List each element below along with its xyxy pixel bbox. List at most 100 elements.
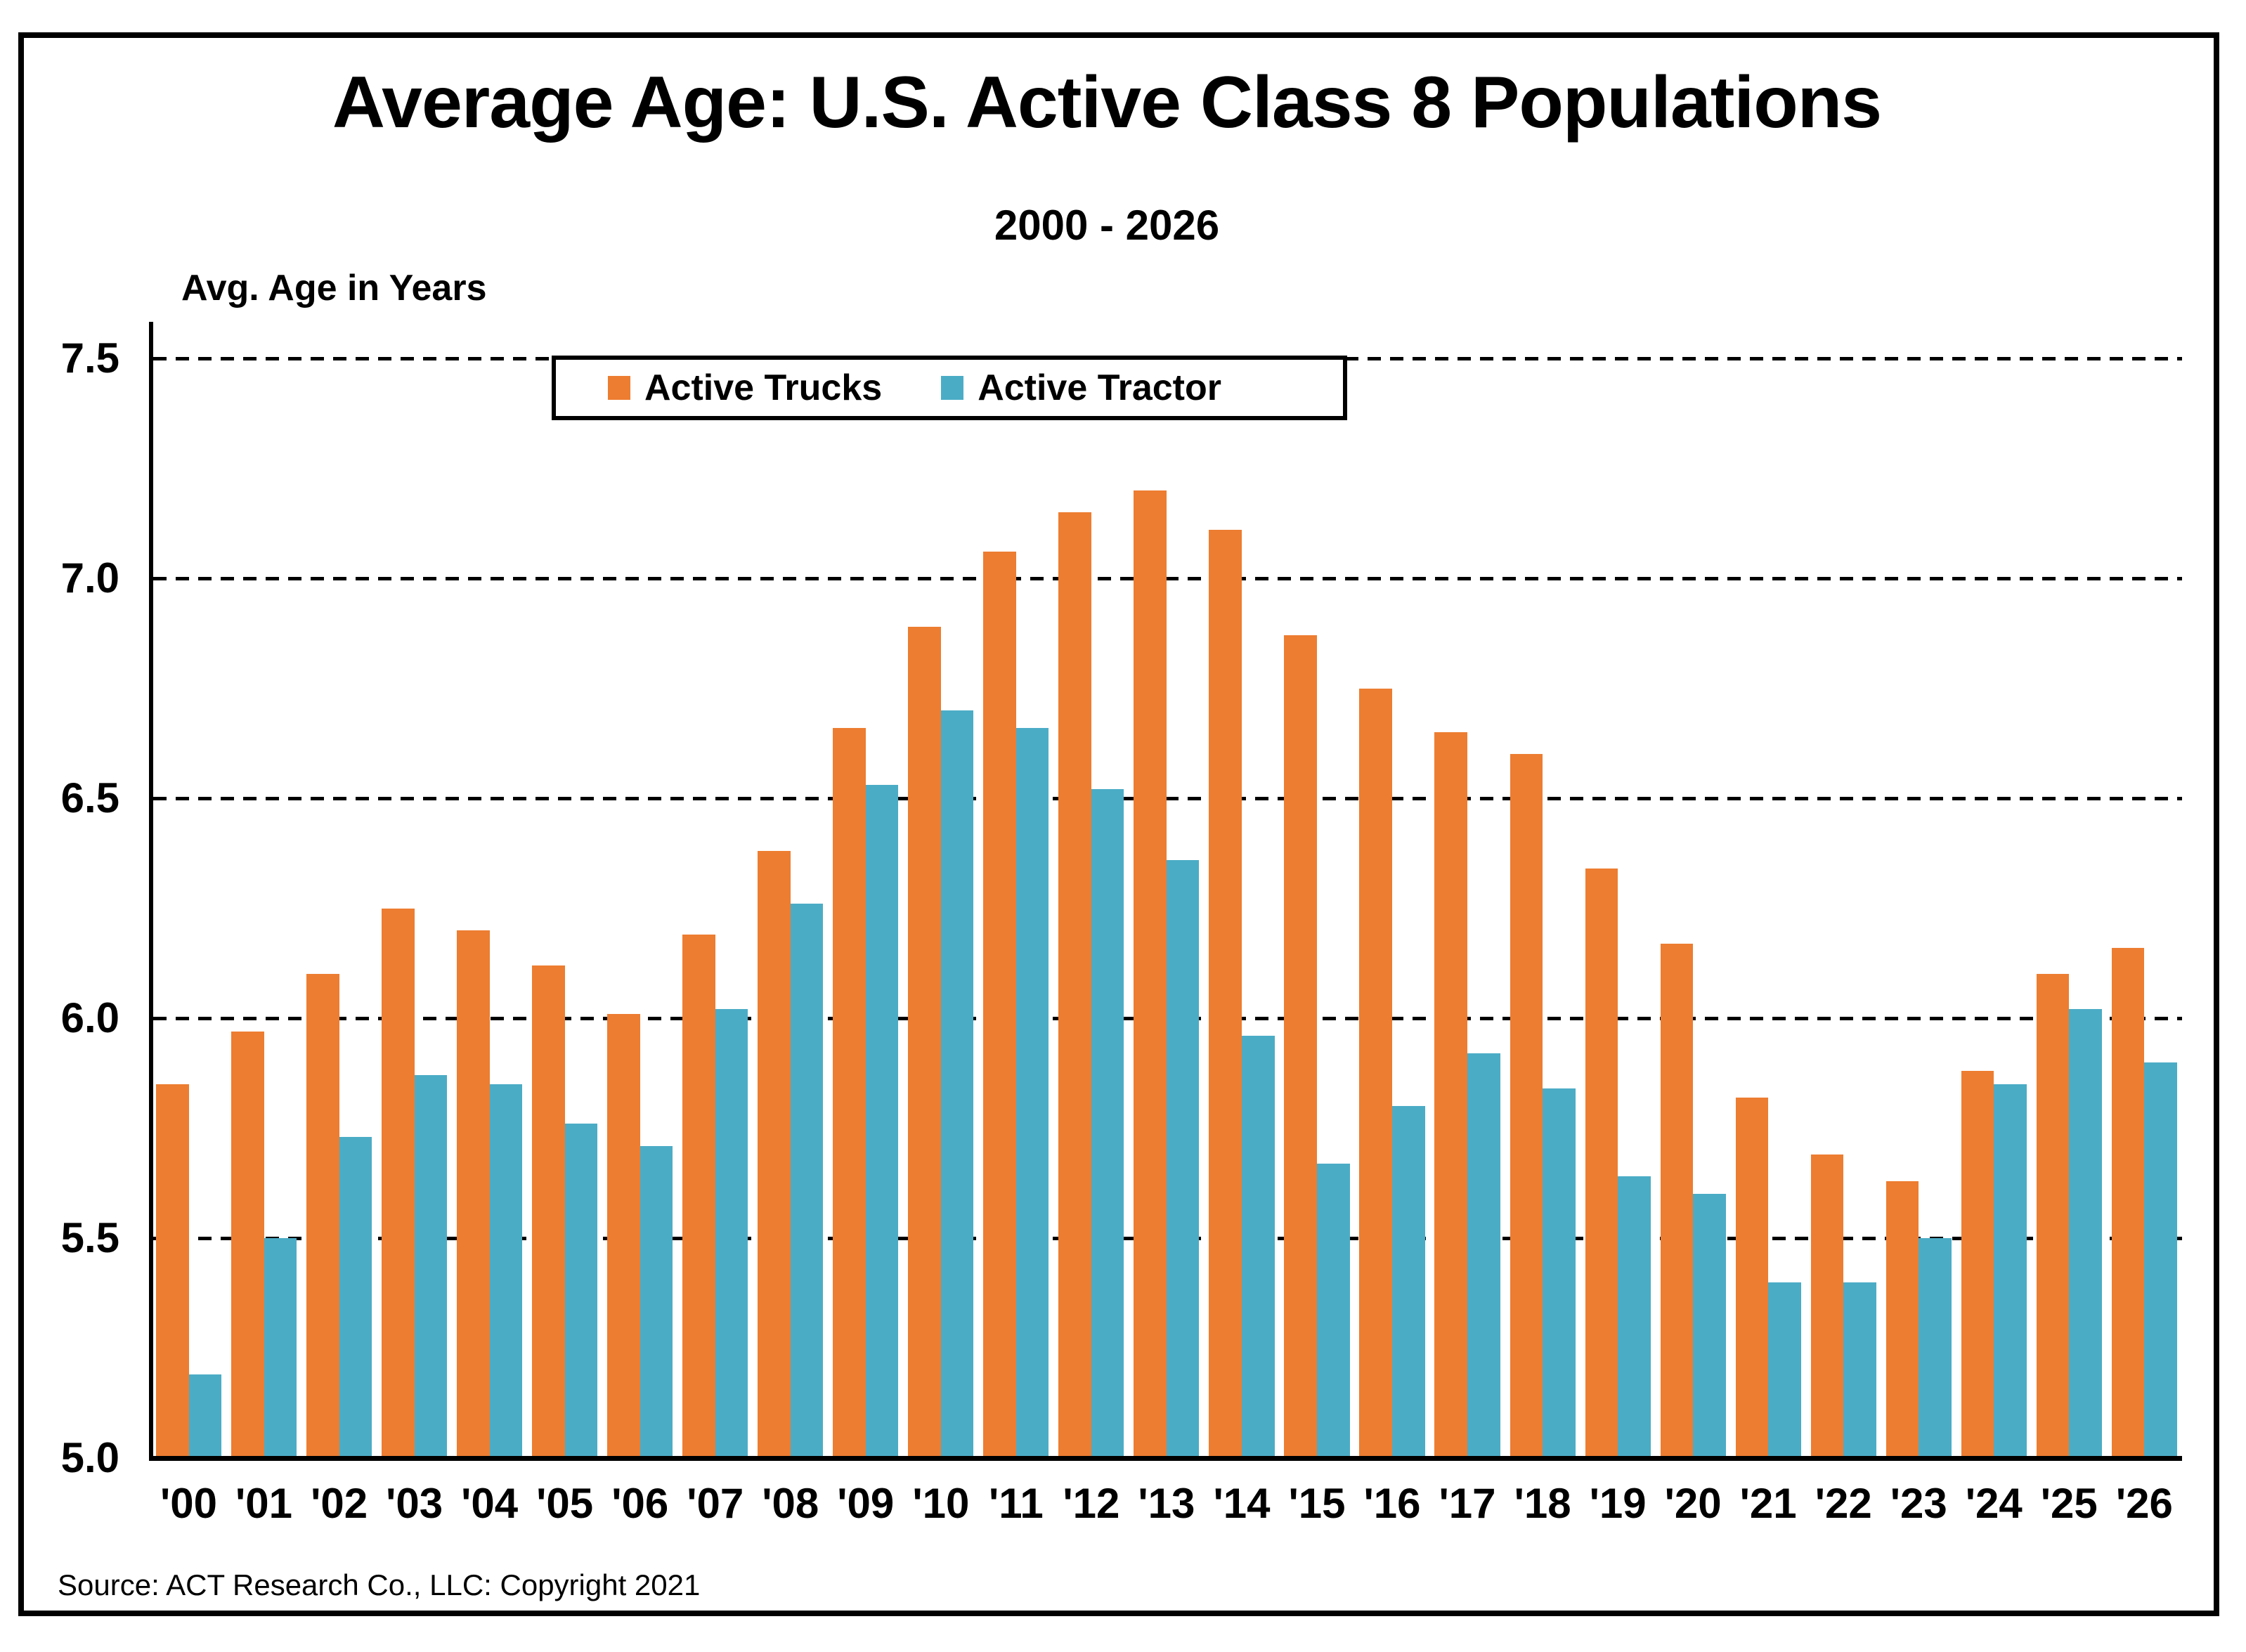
x-tick-label-21: '21: [1739, 1480, 1797, 1527]
chart-subtitle: 2000 - 2026: [994, 202, 1220, 249]
bar-tractor-17: [1467, 1053, 1500, 1458]
bar-trucks-01: [231, 1031, 264, 1458]
bar-group-12: [1053, 358, 1129, 1458]
bar-trucks-11: [983, 552, 1016, 1458]
bar-trucks-15: [1284, 635, 1317, 1458]
bar-tractor-06: [640, 1145, 673, 1458]
bar-tractor-16: [1392, 1106, 1425, 1458]
bar-group-06: [602, 358, 677, 1458]
bar-trucks-10: [908, 626, 941, 1458]
x-tick-label-22: '22: [1815, 1480, 1872, 1527]
legend-label: Active Trucks: [644, 368, 883, 408]
bar-group-17: [1430, 358, 1505, 1458]
x-tick-label-01: '01: [235, 1480, 293, 1527]
bar-group-04: [452, 358, 527, 1458]
x-axis-line: [149, 1456, 2182, 1461]
bar-tractor-15: [1316, 1163, 1350, 1458]
legend-entry-active-tractor: Active Tractor: [941, 367, 1221, 409]
bar-trucks-09: [833, 727, 866, 1458]
bar-trucks-12: [1058, 512, 1091, 1458]
bar-tractor-07: [715, 1009, 748, 1458]
bar-tractor-22: [1843, 1282, 1876, 1458]
x-tick-label-17: '17: [1439, 1480, 1496, 1527]
x-tick-label-15: '15: [1288, 1480, 1346, 1527]
bar-group-11: [978, 358, 1053, 1458]
legend-entry-active-trucks: Active Trucks: [608, 367, 882, 409]
x-tick-label-05: '05: [536, 1480, 594, 1527]
bar-trucks-03: [382, 908, 415, 1458]
x-tick-label-20: '20: [1664, 1480, 1722, 1527]
x-axis-tick-labels: '00 '01 '02 '03 '04 '05 '06 '07 '08 '09 '10 '11 '12 '…: [151, 1479, 2182, 1528]
bar-trucks-25: [2036, 974, 2070, 1458]
y-tick-label-6.5: 6.5: [60, 774, 119, 821]
x-tick-label-25: '25: [2040, 1480, 2098, 1527]
chart-title: Average Age: U.S. Active Class 8 Populat…: [332, 62, 1882, 143]
bar-tractor-14: [1241, 1036, 1275, 1458]
bar-group-05: [527, 358, 602, 1458]
bar-group-26: [2107, 358, 2182, 1458]
bar-tractor-18: [1543, 1088, 1576, 1458]
x-tick-label-09: '09: [837, 1480, 895, 1527]
bar-trucks-13: [1134, 490, 1167, 1458]
bar-group-07: [677, 358, 753, 1458]
y-axis-title: Avg. Age in Years: [181, 268, 487, 308]
bar-group-21: [1731, 358, 1806, 1458]
bar-trucks-06: [607, 1013, 640, 1458]
bar-trucks-14: [1209, 530, 1242, 1458]
bar-trucks-22: [1810, 1155, 1844, 1458]
x-tick-label-10: '10: [912, 1480, 970, 1527]
bar-tractor-20: [1693, 1194, 1726, 1458]
y-tick-label-6.0: 6.0: [60, 994, 119, 1041]
x-tick-label-26: '26: [2115, 1480, 2173, 1527]
x-tick-label-04: '04: [461, 1480, 519, 1527]
bar-group-15: [1279, 358, 1354, 1458]
bar-group-01: [226, 358, 301, 1458]
bar-group-14: [1204, 358, 1279, 1458]
bar-tractor-05: [564, 1124, 598, 1458]
bar-trucks-04: [457, 930, 490, 1458]
bar-trucks-19: [1585, 869, 1618, 1458]
bar-tractor-24: [1994, 1084, 2027, 1458]
bar-tractor-10: [940, 710, 974, 1458]
x-tick-label-02: '02: [311, 1480, 368, 1527]
bar-tractor-02: [339, 1137, 372, 1458]
bar-trucks-08: [758, 851, 791, 1458]
x-tick-label-03: '03: [386, 1480, 443, 1527]
y-tick-label-5.5: 5.5: [60, 1214, 119, 1261]
bar-trucks-23: [1885, 1181, 1919, 1458]
bar-group-02: [301, 358, 377, 1458]
bar-tractor-11: [1015, 727, 1049, 1458]
bar-tractor-03: [414, 1075, 448, 1458]
bar-trucks-21: [1735, 1097, 1769, 1458]
x-tick-label-14: '14: [1213, 1480, 1271, 1527]
bar-tractor-01: [264, 1238, 297, 1458]
bar-group-16: [1355, 358, 1430, 1458]
x-tick-label-16: '16: [1363, 1480, 1421, 1527]
y-tick-label-7.5: 7.5: [60, 334, 119, 382]
x-tick-label-18: '18: [1514, 1480, 1571, 1527]
bar-tractor-08: [790, 904, 824, 1458]
bar-trucks-05: [532, 965, 565, 1458]
x-tick-label-23: '23: [1890, 1480, 1947, 1527]
bar-group-00: [151, 358, 226, 1458]
bar-tractor-09: [865, 785, 899, 1458]
bar-group-18: [1505, 358, 1580, 1458]
x-tick-label-11: '11: [989, 1480, 1044, 1527]
legend-swatch-icon: [941, 376, 964, 400]
bar-trucks-24: [1961, 1071, 1994, 1458]
bar-group-13: [1129, 358, 1204, 1458]
bar-group-25: [2032, 358, 2107, 1458]
y-tick-label-5.0: 5.0: [60, 1434, 119, 1481]
bar-trucks-07: [682, 935, 715, 1458]
bar-tractor-00: [188, 1374, 222, 1458]
bar-group-09: [828, 358, 903, 1458]
gridline-7.0: [153, 577, 2182, 580]
bar-group-20: [1656, 358, 1731, 1458]
x-tick-label-00: '00: [160, 1480, 218, 1527]
bar-plot-area: [151, 358, 2182, 1458]
bar-trucks-26: [2111, 947, 2145, 1458]
bar-trucks-00: [155, 1084, 189, 1458]
x-tick-label-08: '08: [762, 1480, 819, 1527]
bar-tractor-12: [1091, 789, 1124, 1458]
